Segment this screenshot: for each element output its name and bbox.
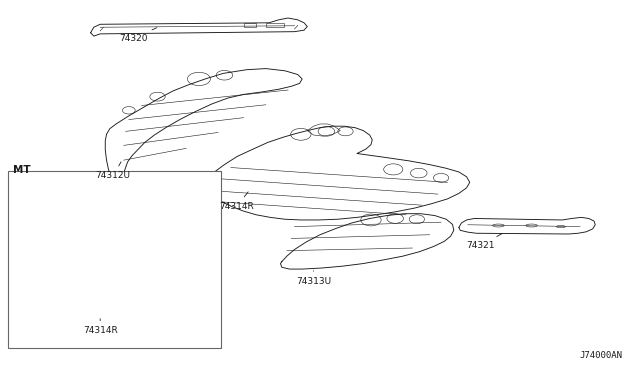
Text: 74320: 74320 <box>119 28 157 43</box>
Text: 74312U: 74312U <box>96 162 131 180</box>
Text: J74000AN: J74000AN <box>580 350 623 359</box>
Bar <box>266 23 284 27</box>
Text: 74313U: 74313U <box>296 271 331 286</box>
Text: MT: MT <box>13 165 31 175</box>
Text: 74314R: 74314R <box>220 192 254 211</box>
Text: 74314R: 74314R <box>83 319 118 335</box>
Bar <box>244 23 256 27</box>
Text: 74321: 74321 <box>467 234 502 250</box>
FancyBboxPatch shape <box>8 171 221 349</box>
